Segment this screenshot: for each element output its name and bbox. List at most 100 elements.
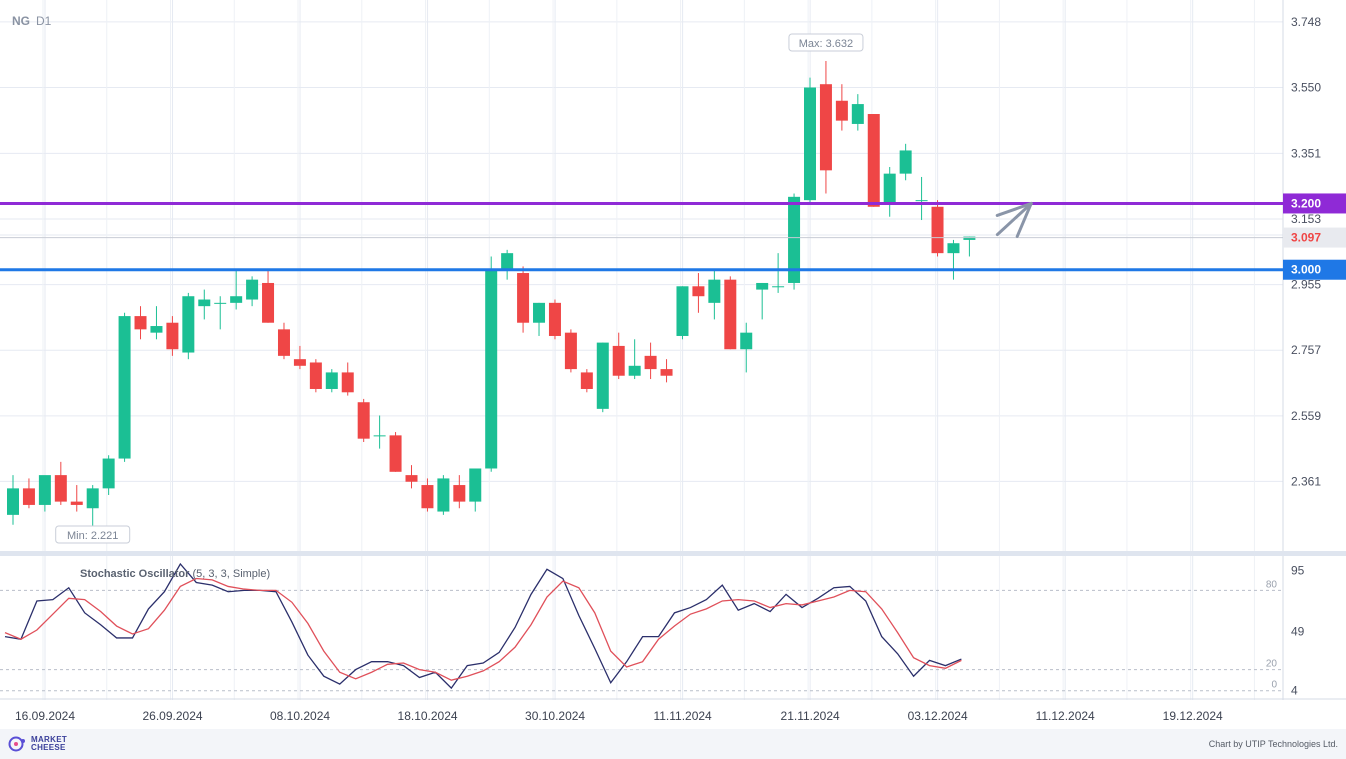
date-tick-label: 11.12.2024 [1036, 709, 1095, 723]
price-tick-label: 3.748 [1291, 15, 1321, 29]
arrow-shaft [995, 201, 1033, 237]
extreme-label-box [55, 525, 131, 544]
stoch-tick-label: 95 [1291, 564, 1305, 578]
stoch-d-line [4, 577, 962, 681]
date-tick-label: 16.09.2024 [15, 709, 75, 723]
candle-body [676, 286, 689, 336]
candle-body [134, 316, 147, 330]
candle-body [644, 355, 657, 370]
candle-body [596, 342, 609, 409]
cheese-logo-icon [8, 736, 25, 752]
brand-name: MARKET CHEESE [31, 736, 67, 752]
candle-body [309, 362, 322, 389]
brand-line2: CHEESE [31, 743, 66, 752]
arrow-head-right [1015, 201, 1033, 238]
candle-body [389, 435, 402, 472]
date-tick-label: 26.09.2024 [142, 709, 202, 723]
candle-body [564, 332, 577, 370]
candle-body [325, 372, 338, 389]
candle-body [708, 279, 721, 303]
candle-body [230, 296, 243, 303]
date-tick-label: 03.12.2024 [908, 709, 968, 723]
level-tag [1283, 193, 1346, 214]
candle-body [277, 329, 290, 356]
price-tick-label: 3.550 [1291, 81, 1321, 95]
stoch-level-label: 20 [1266, 659, 1278, 670]
candle-body [788, 196, 801, 283]
footer-bar [0, 729, 1346, 759]
price-annotations: Max: 3.632 Min: 2.221 [55, 33, 864, 544]
candle-body [756, 282, 769, 290]
candle-body [899, 150, 912, 174]
candle-body [517, 273, 530, 323]
candle-body [102, 458, 115, 489]
price-axis: 2.361 2.559 2.757 2.955 3.153 3.351 3.550 3.748 [1291, 15, 1321, 488]
candle-body [580, 372, 593, 389]
timeframe-label: D1 [36, 14, 52, 28]
candle-body [740, 332, 753, 350]
candle-body [421, 485, 434, 509]
symbol-name: NG [12, 14, 30, 28]
candle-body [660, 369, 673, 376]
candle-body [628, 365, 641, 376]
panel-separator [0, 551, 1346, 556]
brand-logo[interactable]: MARKET CHEESE [8, 736, 67, 752]
candle-body [883, 173, 896, 204]
stoch-tick-label: 4 [1291, 684, 1298, 698]
candle-body [293, 359, 306, 366]
grid-lines [0, 0, 1283, 700]
candle-body [485, 269, 498, 469]
date-tick-label: 19.12.2024 [1163, 709, 1223, 723]
candle-body [548, 302, 561, 336]
candle-body [724, 279, 737, 350]
candle-body [915, 200, 928, 202]
current-price-tag [1283, 227, 1346, 248]
extreme-label: Max: 3.632 [799, 38, 853, 50]
candle-body [772, 286, 785, 288]
price-tick-label: 2.757 [1291, 343, 1321, 357]
candle-body [453, 485, 466, 502]
candle-body [947, 243, 960, 254]
candle-body [963, 236, 976, 240]
candle-body [150, 326, 163, 333]
level-label: 3.000 [1291, 263, 1321, 277]
candle-body [341, 372, 354, 393]
candle-body [182, 296, 195, 353]
candle-body [246, 279, 259, 300]
stochastic-panel: 80 20 0 4 49 95 [0, 562, 1305, 698]
price-tick-label: 2.955 [1291, 278, 1321, 292]
candle-body [22, 488, 35, 505]
level-tag [1283, 259, 1346, 280]
candle-body [405, 475, 418, 482]
candle-body [38, 475, 51, 505]
candle-body [7, 488, 19, 515]
date-tick-label: 21.11.2024 [781, 709, 840, 723]
candle-body [437, 478, 450, 512]
stoch-level-label: 80 [1266, 579, 1278, 590]
price-tick-label: 3.351 [1291, 146, 1321, 160]
current-price-label: 3.097 [1291, 231, 1321, 245]
axis-frame [0, 0, 1346, 700]
candle-body [819, 84, 832, 171]
candle-body [533, 302, 546, 323]
candle-series [7, 61, 976, 529]
candle-body [835, 100, 848, 121]
price-tick-label: 2.361 [1291, 474, 1321, 488]
level-label: 3.200 [1291, 196, 1321, 210]
stoch-level-label: 0 [1271, 680, 1277, 691]
candle-body [692, 286, 705, 297]
chart-credit: Chart by UTIP Technologies Ltd. [1208, 739, 1338, 749]
candle-body [86, 488, 99, 509]
price-tick-label: 2.559 [1291, 409, 1321, 423]
candle-body [612, 345, 625, 376]
stochastic-name: Stochastic Oscillator [80, 568, 190, 580]
horizontal-levels: 3.200 3.000 3.097 [0, 193, 1346, 280]
date-tick-label: 08.10.2024 [270, 709, 330, 723]
extreme-label: Min: 2.221 [67, 530, 118, 542]
date-axis: 16.09.2024 26.09.2024 08.10.2024 18.10.2024… [15, 709, 1223, 723]
date-tick-label: 18.10.2024 [398, 709, 458, 723]
candle-body [262, 282, 275, 323]
stochastic-title: Stochastic Oscillator (5, 3, 3, Simple) [80, 568, 270, 580]
candle-body [166, 322, 179, 350]
